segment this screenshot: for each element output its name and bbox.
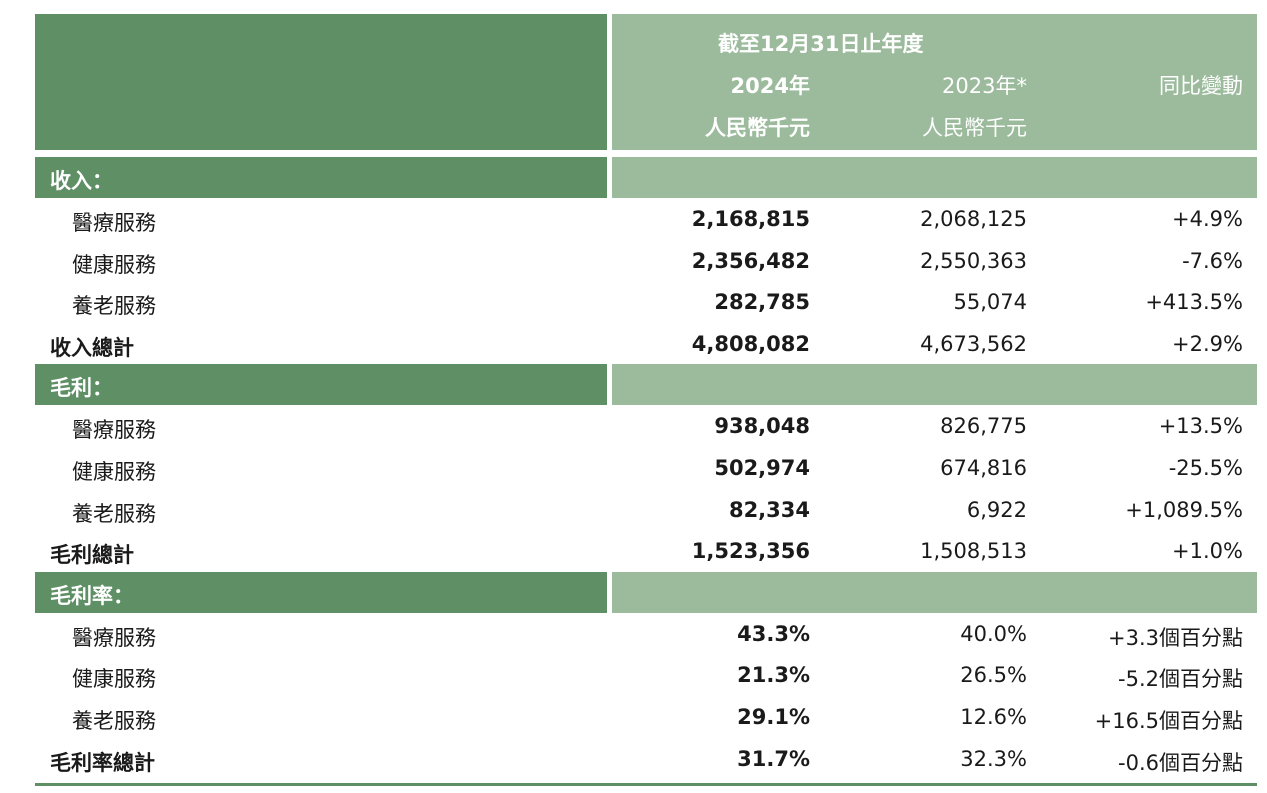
header-left-band xyxy=(35,14,607,150)
total-value-2023: 4,673,562 xyxy=(920,331,1027,356)
table-row: 醫療服務 938,048 826,775 +13.5% xyxy=(35,405,1257,447)
value-2024: 29.1% xyxy=(737,704,810,729)
col-yoy: 同比變動 xyxy=(1159,74,1243,98)
bottom-rule xyxy=(35,783,1257,787)
value-yoy: +4.9% xyxy=(1172,207,1243,231)
value-2023: 674,816 xyxy=(940,455,1027,480)
section-title: 毛利： xyxy=(50,376,113,401)
table-row: 醫療服務 2,168,815 2,068,125 +4.9% xyxy=(35,198,1257,240)
section-bar-left xyxy=(35,571,607,613)
value-2024: 82,334 xyxy=(728,497,810,522)
total-label: 毛利率總計 xyxy=(50,750,155,775)
section-bar-right xyxy=(612,571,1257,613)
value-yoy: +13.5% xyxy=(1158,414,1243,439)
value-2023: 40.0% xyxy=(960,621,1027,646)
value-yoy: -5.2個百分點 xyxy=(1118,667,1243,692)
section-bar-right xyxy=(612,364,1257,406)
value-yoy: -7.6% xyxy=(1182,248,1243,273)
row-label: 醫療服務 xyxy=(72,625,156,650)
row-label: 養老服務 xyxy=(72,294,156,319)
table-row: 健康服務 2,356,482 2,550,363 -7.6% xyxy=(35,240,1257,282)
value-2024: 2,356,482 xyxy=(691,248,810,273)
header-right-band xyxy=(612,14,1257,150)
table-row: 養老服務 82,334 6,922 +1,089.5% xyxy=(35,489,1257,531)
value-2023: 2,550,363 xyxy=(920,248,1027,273)
value-2024: 21.3% xyxy=(737,663,810,688)
total-value-2023: 32.3% xyxy=(960,746,1027,771)
row-label: 醫療服務 xyxy=(72,418,156,443)
table-row: 養老服務 29.1% 12.6% +16.5個百分點 xyxy=(35,696,1257,738)
row-label: 健康服務 xyxy=(72,667,156,692)
total-row: 收入總計 4,808,082 4,673,562 +2.9% xyxy=(35,323,1257,365)
value-2023: 2,068,125 xyxy=(920,207,1027,231)
total-value-2023: 1,508,513 xyxy=(920,539,1027,564)
row-label: 養老服務 xyxy=(72,501,156,526)
section-title: 收入： xyxy=(50,169,113,193)
section-title: 毛利率： xyxy=(50,583,134,608)
table-body: 收入： 醫療服務 2,168,815 2,068,125 +4.9% 健康服務 2,356,… xyxy=(35,157,1257,779)
value-yoy: +3.3個百分點 xyxy=(1108,625,1243,650)
total-value-2024: 4,808,082 xyxy=(691,331,810,356)
value-2023: 55,074 xyxy=(953,290,1027,315)
row-label: 養老服務 xyxy=(72,708,156,733)
value-2024: 938,048 xyxy=(714,414,810,439)
total-value-yoy: +1.0% xyxy=(1172,539,1243,564)
total-value-2024: 31.7% xyxy=(737,746,810,771)
table-row: 健康服務 502,974 674,816 -25.5% xyxy=(35,447,1257,489)
total-row: 毛利率總計 31.7% 32.3% -0.6個百分點 xyxy=(35,738,1257,780)
col-2024-unit: 人民幣千元 xyxy=(705,116,810,140)
section-bar: 收入： xyxy=(35,157,1257,198)
value-2024: 502,974 xyxy=(714,455,810,480)
table-row: 健康服務 21.3% 26.5% -5.2個百分點 xyxy=(35,654,1257,696)
financial-table: 截至12月31日止年度 2024年 人民幣千元 2023年* 人民幣千元 同比變… xyxy=(35,14,1257,787)
section-bar-left xyxy=(35,364,607,406)
value-yoy: -25.5% xyxy=(1168,455,1243,480)
value-yoy: +1,089.5% xyxy=(1125,497,1243,522)
col-2023-unit: 人民幣千元 xyxy=(922,116,1027,140)
table-row: 醫療服務 43.3% 40.0% +3.3個百分點 xyxy=(35,613,1257,655)
value-yoy: +413.5% xyxy=(1145,290,1243,315)
total-label: 毛利總計 xyxy=(50,543,134,568)
table-row: 養老服務 282,785 55,074 +413.5% xyxy=(35,281,1257,323)
value-2024: 2,168,815 xyxy=(691,207,810,231)
section-bar: 毛利率： xyxy=(35,571,1257,613)
value-2024: 43.3% xyxy=(737,621,810,646)
total-row: 毛利總計 1,523,356 1,508,513 +1.0% xyxy=(35,530,1257,572)
value-2023: 826,775 xyxy=(940,414,1027,439)
value-2024: 282,785 xyxy=(714,290,810,315)
value-2023: 12.6% xyxy=(960,704,1027,729)
col-2024-year: 2024年 xyxy=(730,74,810,98)
value-2023: 6,922 xyxy=(966,497,1027,522)
total-value-yoy: -0.6個百分點 xyxy=(1118,750,1243,775)
table-header: 截至12月31日止年度 2024年 人民幣千元 2023年* 人民幣千元 同比變… xyxy=(35,14,1257,150)
total-label: 收入總計 xyxy=(50,335,134,360)
row-label: 醫療服務 xyxy=(72,211,156,235)
row-label: 健康服務 xyxy=(72,459,156,484)
row-label: 健康服務 xyxy=(72,252,156,277)
section-bar-left xyxy=(35,157,607,198)
col-2023-year: 2023年* xyxy=(942,74,1027,98)
total-value-yoy: +2.9% xyxy=(1172,331,1243,356)
total-value-2024: 1,523,356 xyxy=(691,539,810,564)
value-yoy: +16.5個百分點 xyxy=(1094,708,1243,733)
period-heading: 截至12月31日止年度 xyxy=(718,32,924,56)
value-2023: 26.5% xyxy=(960,663,1027,688)
section-bar: 毛利： xyxy=(35,364,1257,406)
section-bar-right xyxy=(612,157,1257,198)
